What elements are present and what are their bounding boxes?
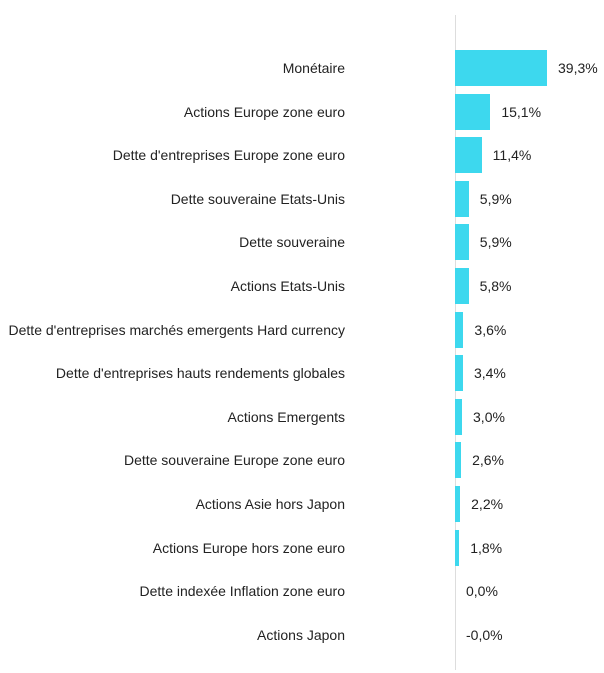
value-label: 3,4% xyxy=(473,365,506,382)
value-label: -0,0% xyxy=(466,626,503,643)
bar xyxy=(455,268,469,304)
category-text: Actions Etats-Unis xyxy=(230,278,345,294)
category-text: Actions Asie hors Japon xyxy=(195,496,345,512)
value-label: 1,8% xyxy=(470,539,503,556)
category-label: Actions Asie hors Japon xyxy=(0,484,345,524)
category-label: Dette souveraine Europe zone euro xyxy=(0,440,345,480)
category-text: Actions Emergents xyxy=(227,408,346,425)
bar xyxy=(455,137,482,174)
category-label: Dette souveraine Etats-Unis xyxy=(0,179,345,219)
category-text: Dette d'entreprises marchés emergents Ha… xyxy=(8,321,345,338)
value-label: 2,6% xyxy=(472,452,504,469)
bar xyxy=(455,355,463,392)
value-label: 15,1% xyxy=(501,103,542,120)
category-text: Dette souveraine xyxy=(239,234,345,251)
value-label: 5,8% xyxy=(479,278,512,294)
category-label: Dette d'entreprises hauts rendements glo… xyxy=(0,353,345,393)
category-text: Dette d'entreprises Europe zone euro xyxy=(112,147,345,164)
value-label: 11,4% xyxy=(492,147,532,164)
category-label: Actions Emergents xyxy=(0,397,346,437)
category-text: Actions Europe zone euro xyxy=(183,103,345,120)
category-label: Dette indexée Inflation zone euro xyxy=(0,571,345,611)
bar xyxy=(455,486,461,522)
bar xyxy=(455,180,469,217)
value-label: 3,0% xyxy=(473,408,505,425)
bar xyxy=(455,93,491,130)
category-text: Monétaire xyxy=(282,60,345,76)
bar xyxy=(455,311,464,348)
category-label: Monétaire xyxy=(0,48,345,88)
bar xyxy=(455,529,460,566)
category-label: Dette souveraine xyxy=(0,222,345,262)
category-label: Actions Etats-Unis xyxy=(0,266,345,306)
category-label: Actions Europe hors zone euro xyxy=(0,528,345,568)
bar xyxy=(455,224,469,261)
category-label: Actions Japon xyxy=(0,615,345,655)
value-label: 5,9% xyxy=(479,190,512,207)
category-text: Actions Europe hors zone euro xyxy=(152,539,345,556)
bar xyxy=(455,398,463,435)
category-text: Dette souveraine Europe zone euro xyxy=(123,452,345,469)
category-label: Dette d'entreprises Europe zone euro xyxy=(0,135,345,175)
bar xyxy=(455,50,547,86)
category-text: Dette indexée Inflation zone euro xyxy=(139,583,345,600)
category-text: Actions Japon xyxy=(257,626,345,643)
value-label: 3,6% xyxy=(474,321,507,338)
value-label: 2,2% xyxy=(471,496,504,512)
category-label: Actions Europe zone euro xyxy=(0,92,345,132)
category-text: Dette souveraine Etats-Unis xyxy=(170,190,345,207)
category-label: Dette d'entreprises marchés emergents Ha… xyxy=(0,310,345,350)
category-text: Dette d'entreprises hauts rendements glo… xyxy=(55,365,345,382)
bar xyxy=(455,442,462,479)
value-label: 5,9% xyxy=(479,234,512,251)
value-label: 39,3% xyxy=(558,60,598,76)
value-label: 0,0% xyxy=(466,583,498,600)
